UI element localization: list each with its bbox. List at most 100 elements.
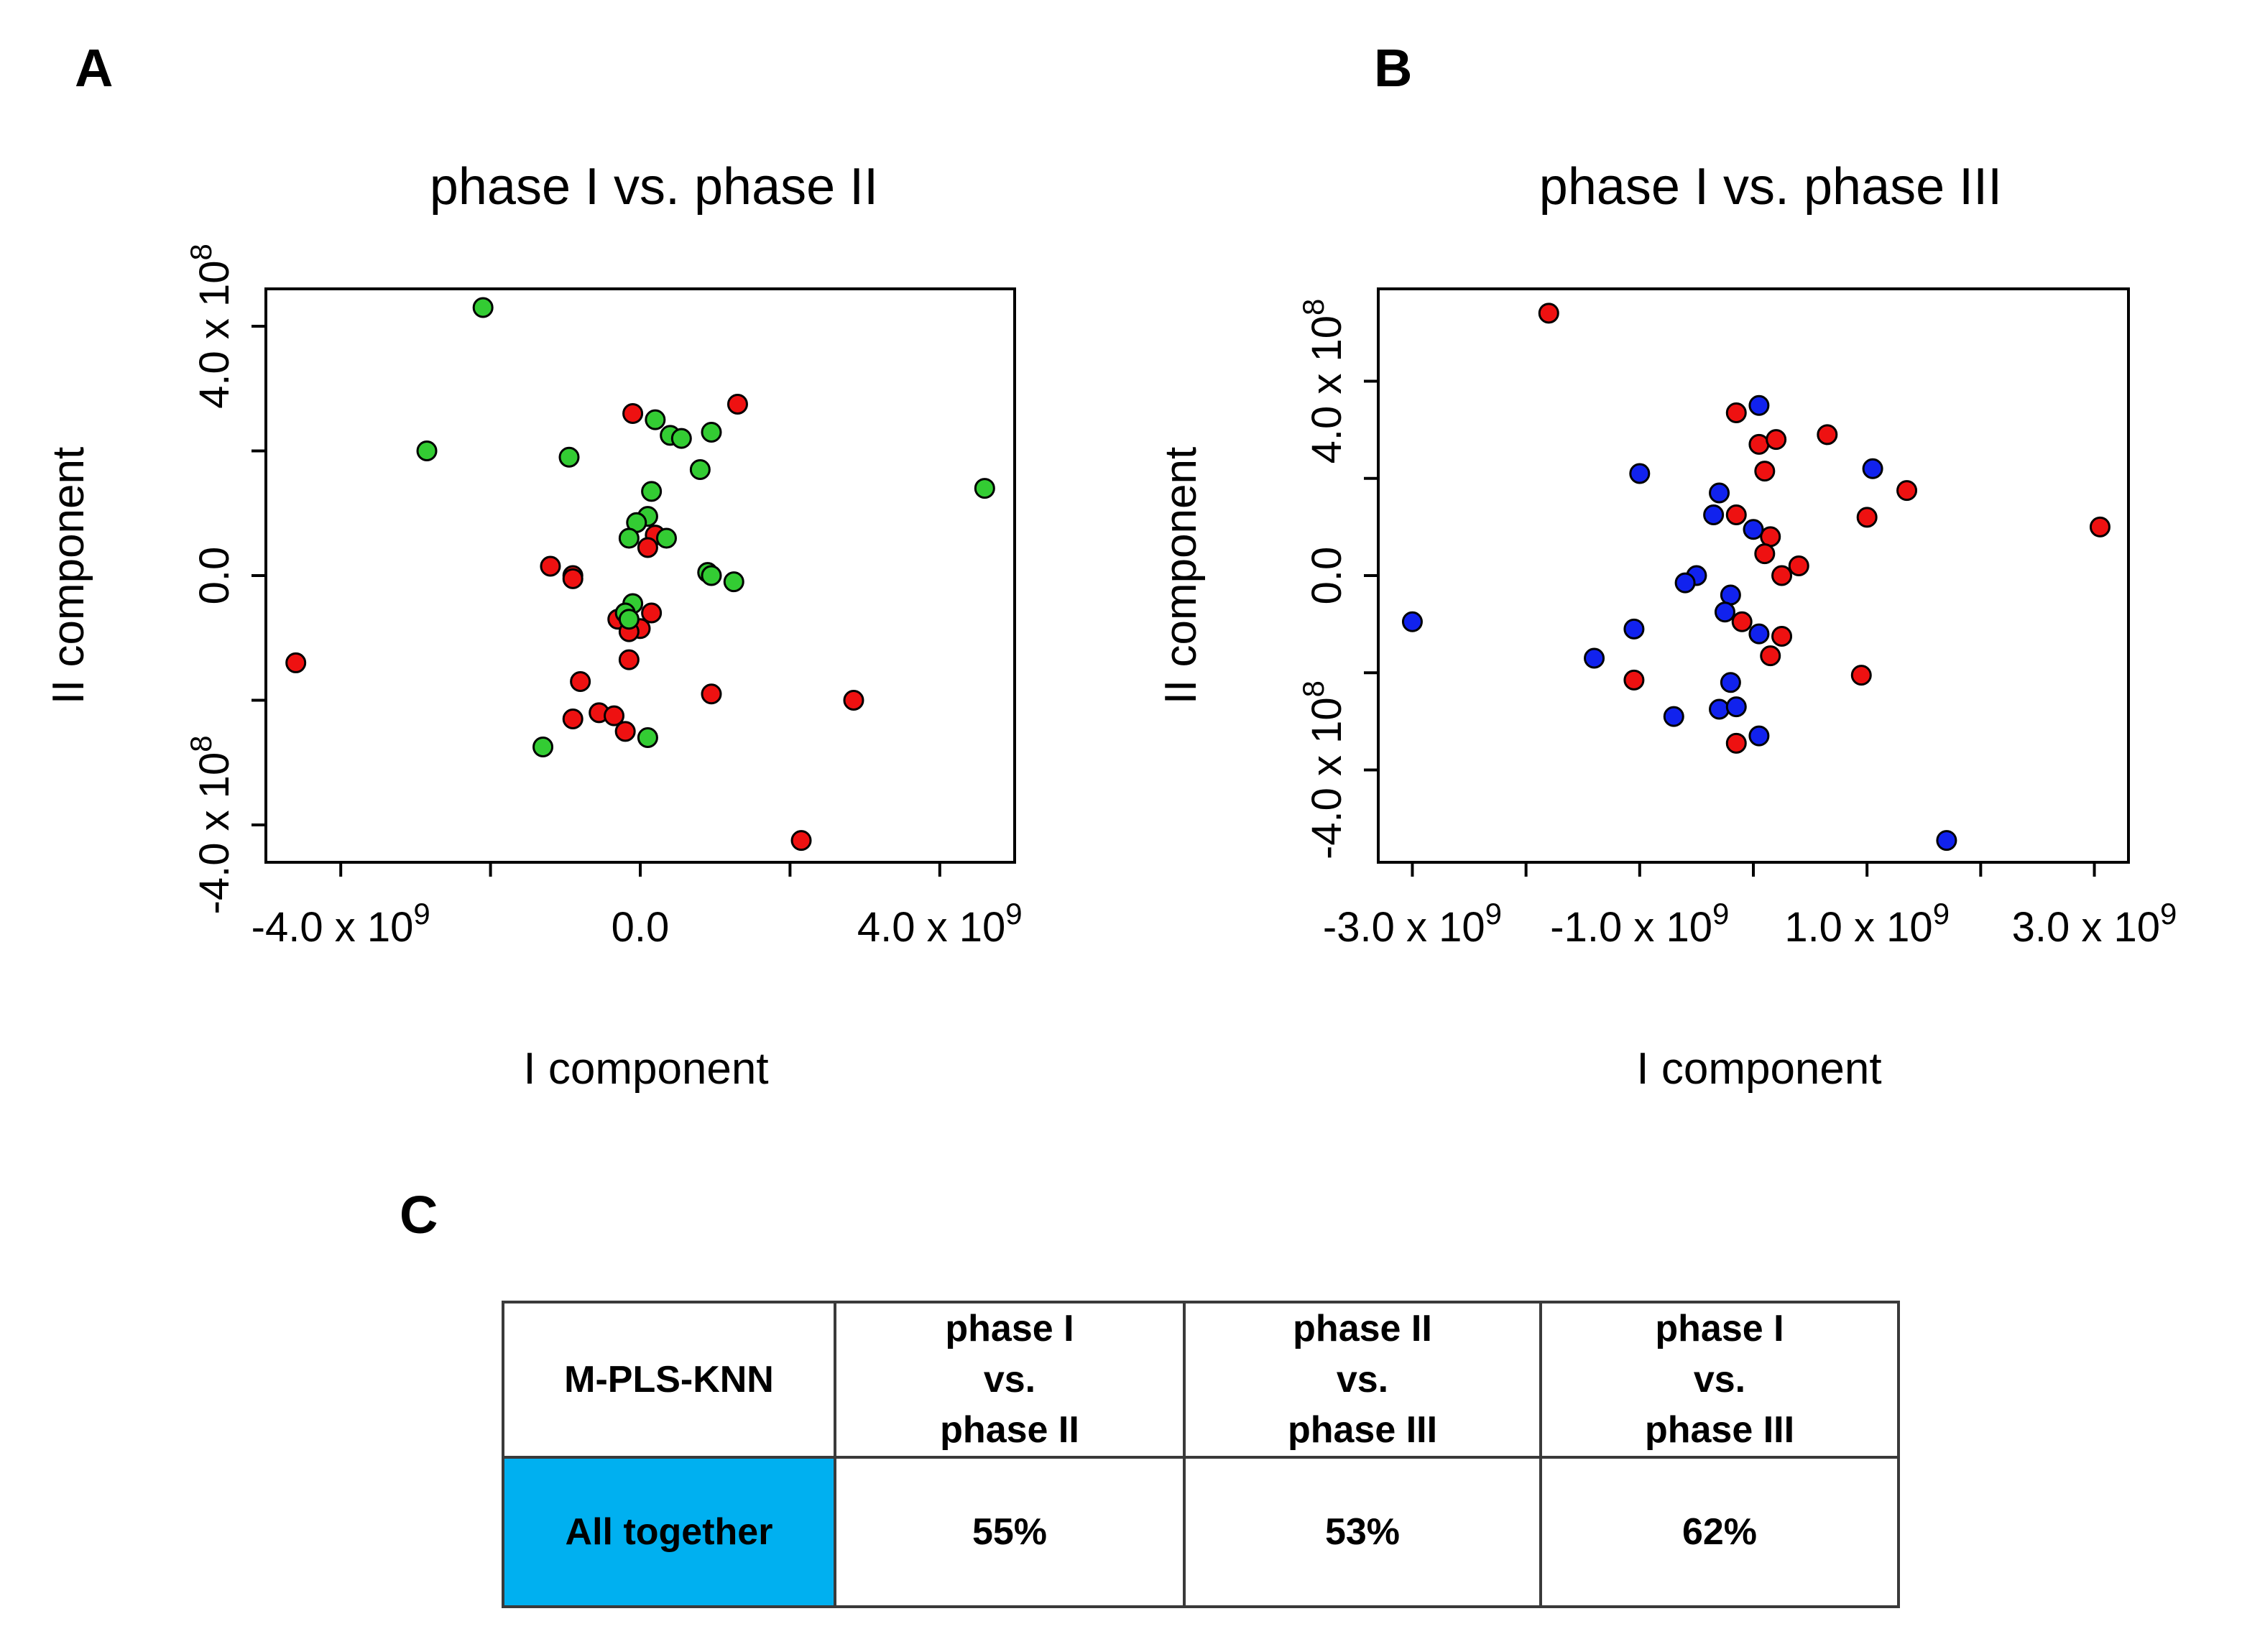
data-point-red <box>843 689 864 711</box>
data-point-green <box>655 527 677 549</box>
data-point-red <box>1748 433 1770 455</box>
y-tick-label: 0.0 <box>1304 547 1350 605</box>
x-axis-label: I component <box>523 1044 768 1094</box>
data-point-blue <box>1720 672 1741 693</box>
x-tick-label: -1.0 x 109 <box>1550 897 1729 951</box>
y-tick-label: -4.0 x 108 <box>184 735 238 914</box>
data-point-blue <box>1748 725 1770 747</box>
data-point-green <box>532 737 554 758</box>
data-point-green <box>723 571 744 593</box>
y-tick-label: 0.0 <box>191 547 238 605</box>
chart-title: phase I vs. phase III <box>1539 158 2002 216</box>
data-point-blue <box>1629 463 1651 484</box>
data-point-blue <box>1748 394 1770 416</box>
data-point-red <box>1623 669 1645 691</box>
data-point-red <box>618 649 640 670</box>
data-point-blue <box>1709 698 1730 720</box>
data-point-blue <box>1748 623 1770 645</box>
scatter-plot-phase-i-vs-phase-iii: phase I vs. phase III -3.0 x 109 -1.0 x 10… <box>1156 158 2177 1094</box>
plot-frame <box>264 287 1016 864</box>
table-corner-cell: M-PLS-KNN <box>502 1300 836 1459</box>
x-tick-label: -3.0 x 109 <box>1323 897 1502 951</box>
data-point-green <box>416 440 438 462</box>
data-point-green <box>701 565 722 586</box>
data-point-blue <box>1623 618 1645 640</box>
x-tick-label: -4.0 x 109 <box>252 897 430 951</box>
data-point-blue <box>1674 572 1696 594</box>
y-axis-label: II component <box>44 447 93 704</box>
data-point-blue <box>1401 611 1423 632</box>
data-point-red <box>1856 507 1878 528</box>
data-point-red <box>1725 402 1747 423</box>
table-value-cell: 55% <box>834 1456 1186 1609</box>
data-point-red <box>622 402 644 424</box>
y-tick-label: 4.0 x 108 <box>1296 299 1350 464</box>
panel-label-a: A <box>75 38 114 98</box>
data-point-red <box>1766 429 1787 451</box>
table-row-label: All together <box>502 1456 836 1609</box>
data-point-blue <box>1663 706 1684 727</box>
data-point-red <box>701 683 722 705</box>
data-point-red <box>540 555 561 577</box>
data-point-green <box>689 459 711 481</box>
data-point-red <box>562 709 583 729</box>
data-point-red <box>1731 611 1753 632</box>
data-point-red <box>1850 665 1872 686</box>
data-point-red <box>1771 626 1793 647</box>
data-point-red <box>1725 732 1747 754</box>
table-value-cell: 62% <box>1539 1456 1900 1609</box>
data-point-red <box>285 652 307 673</box>
data-point-red <box>1760 645 1781 667</box>
data-point-red <box>570 670 591 692</box>
data-point-red <box>614 721 636 742</box>
data-point-blue <box>1714 601 1735 623</box>
data-point-green <box>558 446 580 468</box>
data-point-red <box>604 705 625 726</box>
data-point-green <box>974 478 995 499</box>
x-tick-label: 1.0 x 109 <box>1784 897 1950 951</box>
data-point-green <box>618 609 640 630</box>
data-point-blue <box>1720 584 1741 606</box>
data-point-green <box>701 422 722 443</box>
data-point-red <box>1817 424 1838 446</box>
x-tick-label: 0.0 <box>612 904 670 951</box>
data-point-green <box>472 297 494 318</box>
data-point-red <box>1896 480 1918 502</box>
y-tick-label: 4.0 x 108 <box>184 244 238 409</box>
y-tick-label: -4.0 x 108 <box>1296 680 1350 859</box>
data-point-green <box>645 409 666 430</box>
data-point-blue <box>1703 504 1725 525</box>
data-point-red <box>562 568 583 589</box>
data-point-green <box>637 727 658 749</box>
scatter-plots: phase I vs. phase II -4.0 x 109 0.0 4.0 x 1… <box>44 158 2177 1094</box>
data-point-red <box>2089 516 2110 537</box>
table-value-cell: 53% <box>1183 1456 1542 1609</box>
plot-frame <box>1377 287 2130 864</box>
data-point-blue <box>1709 482 1730 504</box>
data-point-blue <box>1725 696 1747 718</box>
data-point-red <box>1754 543 1776 565</box>
data-point-red <box>1538 303 1559 324</box>
y-axis-label: II component <box>1156 447 1206 704</box>
panel-label-c: C <box>400 1185 438 1245</box>
scatter-plot-phase-i-vs-phase-ii: phase I vs. phase II -4.0 x 109 0.0 4.0 x 1… <box>44 158 1023 1094</box>
x-tick-label: 4.0 x 109 <box>857 897 1023 951</box>
data-point-red <box>790 830 812 852</box>
data-point-green <box>670 428 692 449</box>
data-point-red <box>1725 504 1747 525</box>
x-axis-label: I component <box>1636 1044 1881 1094</box>
x-tick-label: 3.0 x 109 <box>2012 897 2177 951</box>
data-point-blue <box>1743 519 1764 540</box>
data-point-red <box>1771 565 1793 586</box>
data-point-blue <box>1584 647 1605 669</box>
data-point-blue <box>1936 830 1957 852</box>
table-row: All together 55% 53% 62% <box>502 1456 1900 1609</box>
chart-title: phase I vs. phase II <box>430 158 878 216</box>
data-point-red <box>1754 461 1776 482</box>
data-point-red <box>726 393 748 415</box>
data-point-red <box>1788 555 1809 576</box>
